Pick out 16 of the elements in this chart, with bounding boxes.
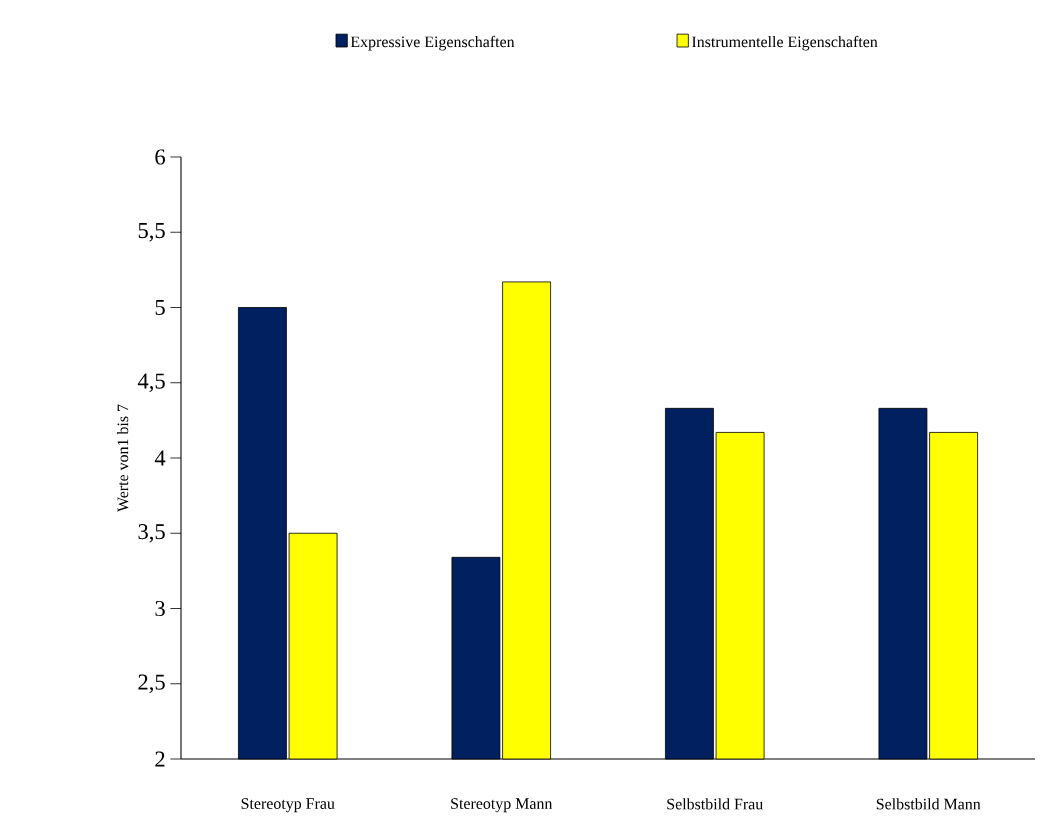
x-tick-label: Stereotyp Mann [451, 798, 553, 813]
y-tick-label: 2 [155, 751, 165, 767]
y-tick-label: 3,5 [138, 524, 165, 543]
legend-label: Instrumentelle Eigenschaften [692, 35, 878, 51]
y-axis-title: Werte von1 bis 7 [117, 404, 129, 513]
x-tick-label: Stereotyp Frau [241, 798, 335, 813]
y-tick-label: 4,5 [137, 373, 165, 392]
x-tick-label: Selbstbild Frau [667, 798, 763, 810]
y-tick-label: 5 [155, 299, 165, 316]
y-tick-label: 2,5 [138, 674, 165, 693]
y-tick-label: 3 [155, 600, 165, 617]
y-tick-label: 5,5 [138, 223, 165, 242]
y-tick-label: 6 [155, 149, 166, 165]
y-tick-label: 4 [154, 450, 166, 466]
x-tick-label: Selbstbild Mann [876, 798, 981, 810]
legend-label: Expressive Eigenschaften [350, 35, 515, 51]
